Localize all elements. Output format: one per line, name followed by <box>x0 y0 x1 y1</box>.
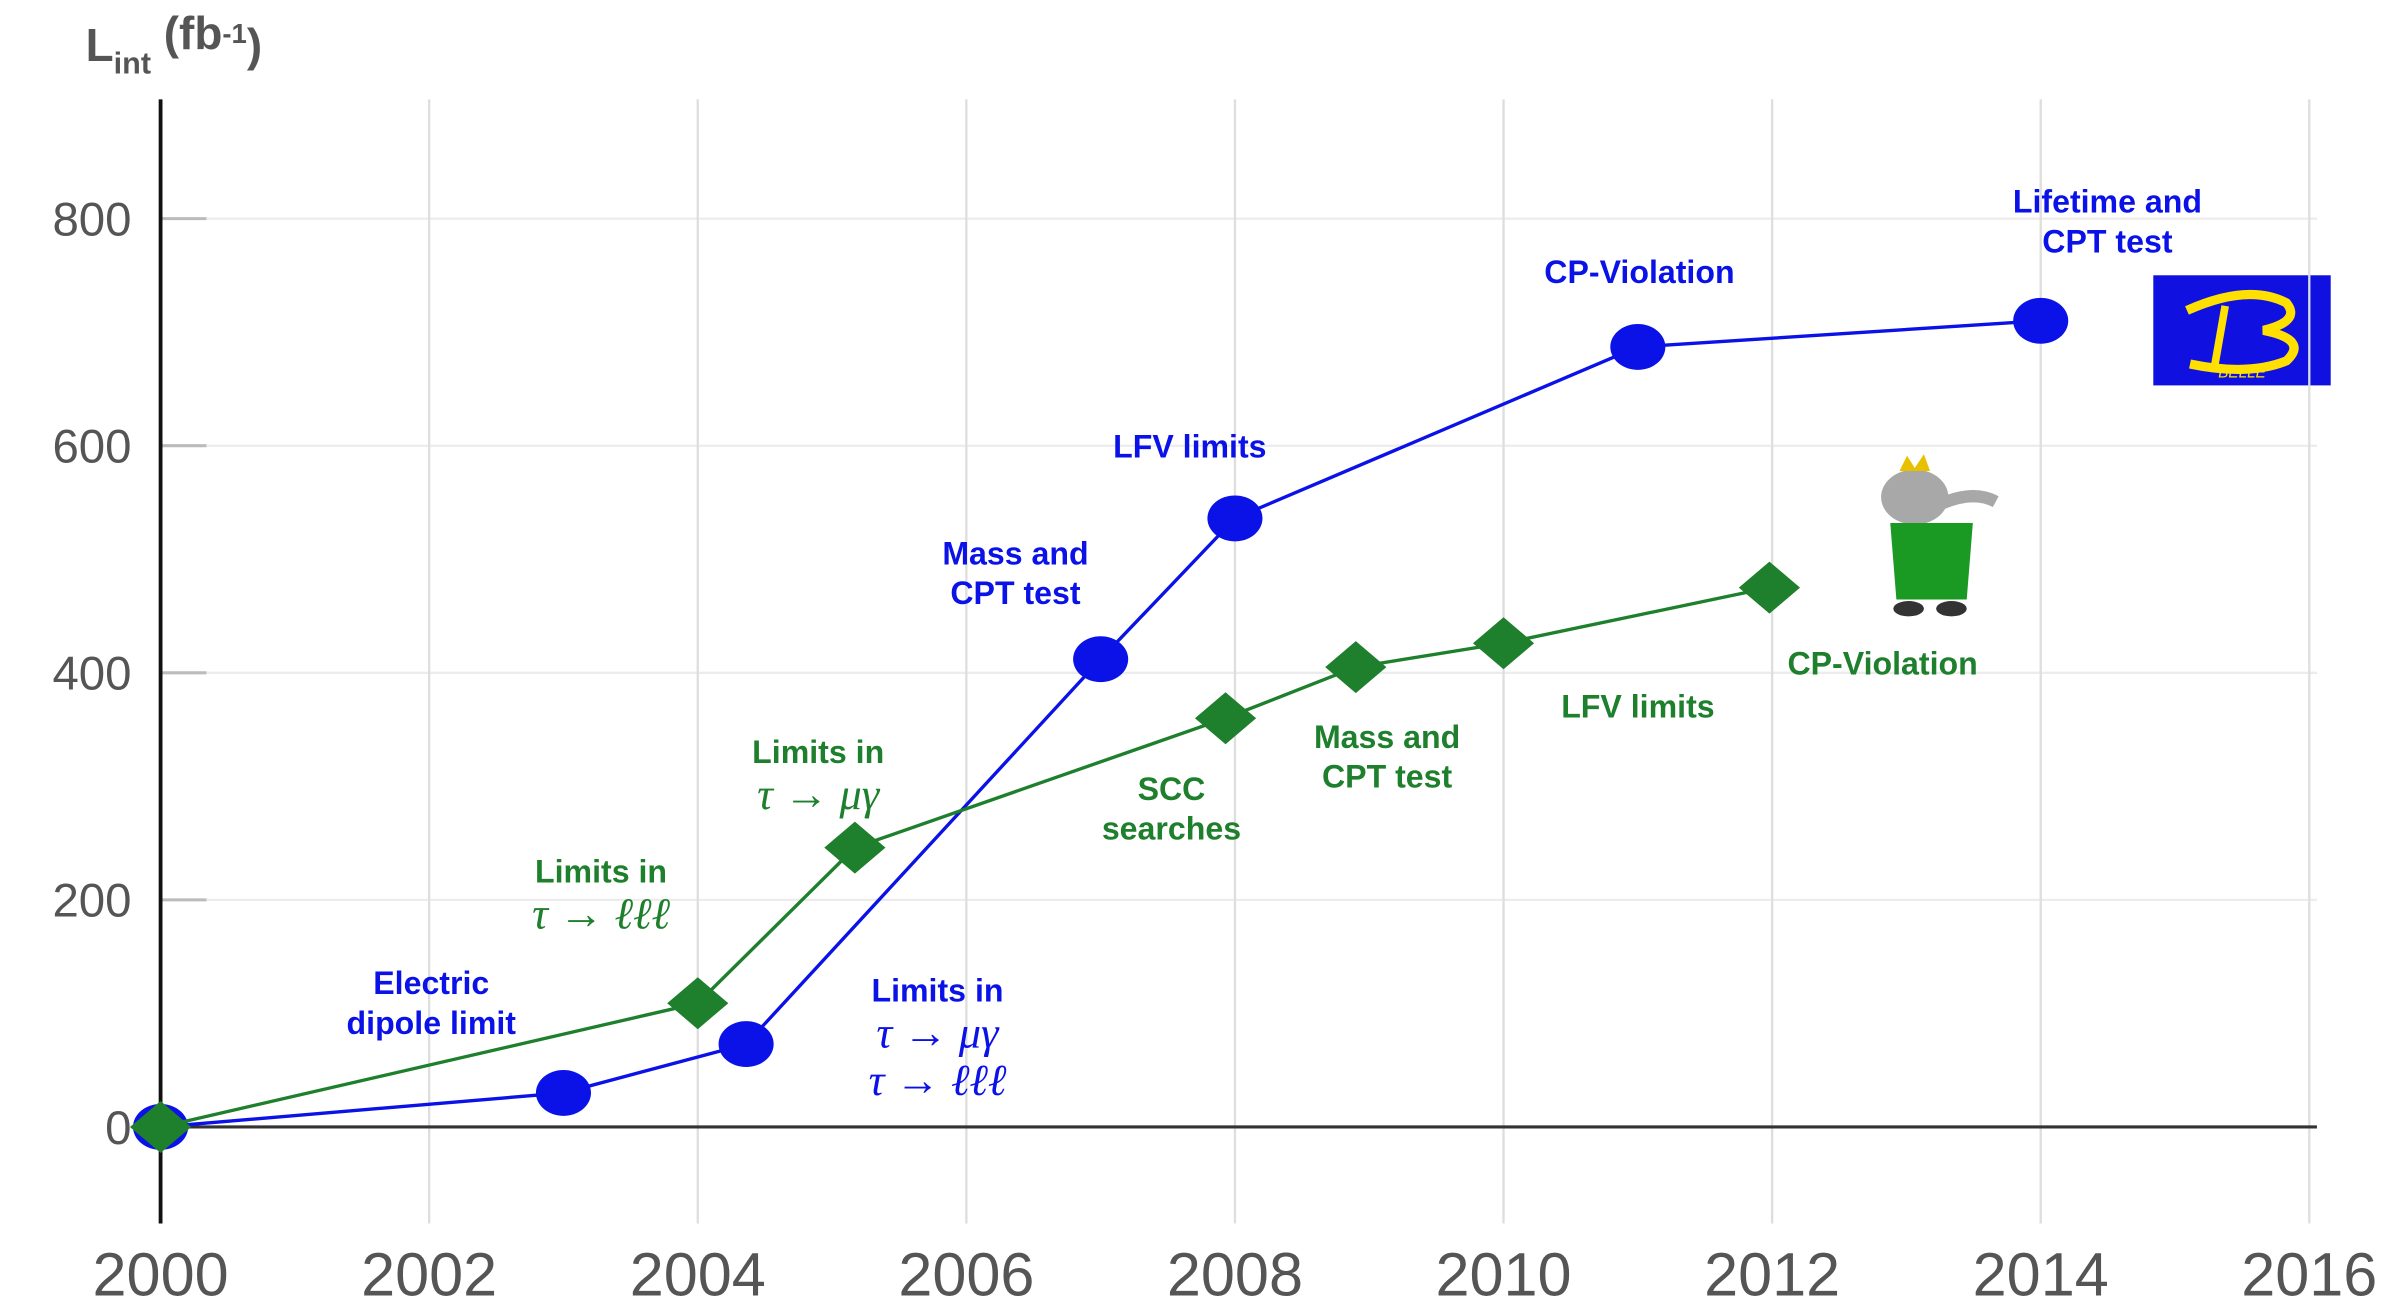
diamond-marker <box>1473 617 1534 669</box>
x-tick-label: 2000 <box>93 1240 229 1303</box>
annotation: Mass and <box>1314 719 1460 755</box>
y-axis-label-part: ) <box>247 19 262 71</box>
y-tick-label: 800 <box>52 193 131 246</box>
y-tick-label: 0 <box>105 1102 131 1155</box>
y-axis-label-part: L <box>86 19 114 71</box>
x-tick-label: 2016 <box>2241 1240 2377 1303</box>
annotation: Electric <box>373 965 489 1001</box>
belle-logo: BELLE <box>2153 275 2330 385</box>
x-tick-label: 2008 <box>1167 1240 1303 1303</box>
circle-marker <box>2013 298 2068 344</box>
circle-marker <box>719 1021 774 1067</box>
diamond-marker <box>667 977 728 1029</box>
grid <box>161 99 2317 1223</box>
annotation: Limits in <box>535 853 667 889</box>
diamond-marker <box>1195 692 1256 744</box>
annotation: CPT test <box>1322 759 1453 795</box>
elephant-body <box>1890 523 1973 599</box>
chart: BELLE 0 200 400 600 800 2000 2002 2004 2006 2008 2… <box>0 0 2398 1303</box>
annotation: CPT test <box>950 575 1081 611</box>
elephant-foot <box>1893 601 1924 616</box>
annotation: CP-Violation <box>1544 254 1734 290</box>
annotation: Limits in <box>752 734 884 770</box>
elephant-foot <box>1936 601 1967 616</box>
axes <box>161 99 2317 1223</box>
y-axis-label: Lint (fb-1) <box>86 7 262 80</box>
elephant-trunk <box>1939 496 1996 504</box>
diamond-marker <box>130 1101 191 1153</box>
annotation: Mass and <box>942 535 1088 571</box>
elephant-head <box>1881 470 1948 525</box>
x-tick-label: 2004 <box>630 1240 766 1303</box>
y-axis-label-part: -1 <box>222 18 246 49</box>
labels: 0 200 400 600 800 2000 2002 2004 2006 2008 2010 201… <box>52 7 2377 1303</box>
diamond-marker <box>824 822 885 874</box>
annotation-math: τ → ℓℓℓ <box>532 888 670 938</box>
x-tick-label: 2010 <box>1435 1240 1571 1303</box>
annotation: LFV limits <box>1561 688 1714 724</box>
elephant-crown <box>1899 454 1930 471</box>
logo-text: BELLE <box>2218 365 2266 382</box>
diamond-marker <box>1739 562 1800 614</box>
annotation: LFV limits <box>1113 428 1266 464</box>
annotation: dipole limit <box>347 1005 517 1041</box>
annotation-math: τ → μγ <box>757 769 881 819</box>
y-axis-label-part: int <box>114 46 151 80</box>
annotation: CPT test <box>2042 223 2173 259</box>
annotation: Limits in <box>871 973 1003 1009</box>
annotation: searches <box>1102 811 1241 847</box>
x-tick-label: 2012 <box>1704 1240 1840 1303</box>
babar-logo <box>1881 454 1996 616</box>
y-tick-label: 200 <box>52 875 131 928</box>
x-tick-label: 2014 <box>1973 1240 2109 1303</box>
x-tick-label: 2006 <box>898 1240 1034 1303</box>
annotation: Lifetime and <box>2013 184 2202 220</box>
annotation-math: τ → μγ <box>876 1008 1000 1058</box>
y-tick-label: 600 <box>52 421 131 474</box>
page: {"chart_data": { "type": "line", "y_labe… <box>0 0 2398 1303</box>
diamond-marker <box>1325 641 1386 693</box>
x-tick-label: 2002 <box>361 1240 497 1303</box>
y-tick-label: 400 <box>52 648 131 701</box>
annotation: SCC <box>1138 771 1206 807</box>
circle-marker <box>1073 636 1128 682</box>
circle-marker <box>1610 324 1665 370</box>
annotation: CP-Violation <box>1787 645 1977 681</box>
y-axis-label-part: (fb <box>151 7 222 59</box>
circle-marker <box>1207 495 1262 541</box>
annotation-math: τ → ℓℓℓ <box>869 1055 1007 1105</box>
circle-marker <box>536 1070 591 1116</box>
